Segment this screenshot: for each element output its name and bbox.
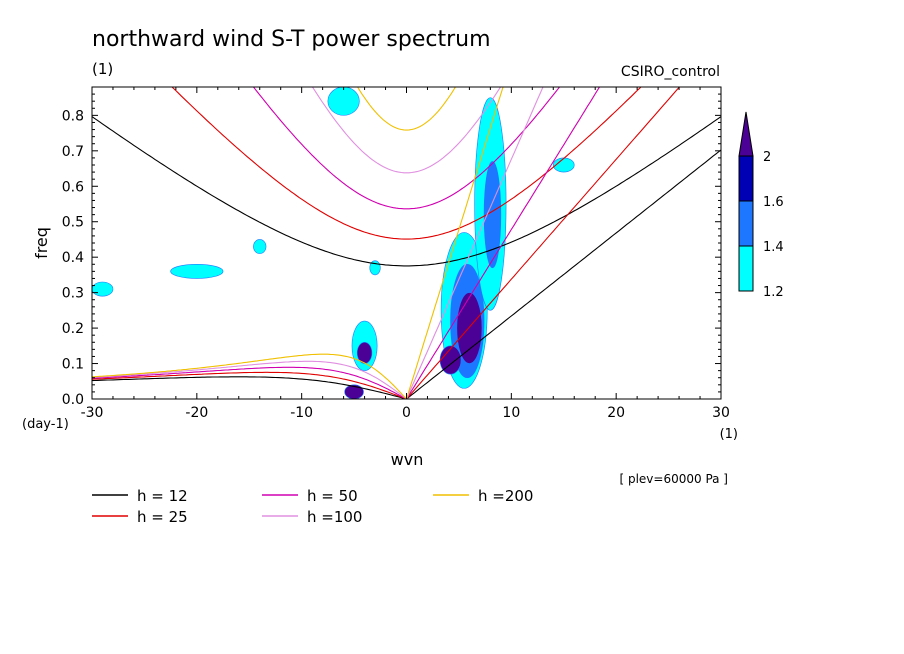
gravity-curve-3 <box>311 87 502 174</box>
legend-label: h =200 <box>478 487 533 505</box>
colorbar: 2 1.6 1.4 1.2 <box>738 111 784 300</box>
power-region-2 <box>456 292 483 364</box>
y-tick-label: 0.8 <box>62 108 84 124</box>
power-region-14 <box>253 239 267 254</box>
y-tick-label: 0.3 <box>62 286 84 302</box>
kelvin-curve-2 <box>406 87 601 399</box>
legend: h = 12 h = 25 h = 50 h =100 h =200 <box>92 487 533 526</box>
y-axis-label: freq <box>32 227 51 259</box>
power-regions <box>92 87 575 399</box>
gravity-curve-2 <box>252 87 561 210</box>
power-region-4 <box>483 161 502 269</box>
colorbar-swatch <box>738 245 754 292</box>
colorbar-label: 2 <box>763 150 771 165</box>
gravity-curve-0 <box>92 116 721 267</box>
y-tick-label: 0.7 <box>62 144 84 160</box>
colorbar-swatch <box>738 200 754 247</box>
power-region-11 <box>170 263 224 279</box>
plot-area <box>92 87 721 399</box>
kelvin-curve-3 <box>405 87 544 399</box>
colorbar-extension <box>738 111 754 157</box>
colorbar-label: 1.4 <box>763 240 784 255</box>
x-tick-label: 0 <box>402 405 411 421</box>
x-axis-label: wvn <box>391 450 424 469</box>
dispersion-curves <box>92 87 721 399</box>
x-tick-label: -20 <box>185 405 208 421</box>
y-tick-label: 0.4 <box>62 250 84 266</box>
dataset-label: CSIRO_control <box>621 64 720 80</box>
kelvin-curve-0 <box>406 149 721 399</box>
rossby-curve-0 <box>92 376 407 399</box>
gravity-curve-4 <box>356 87 457 131</box>
legend-label: h = 12 <box>137 487 188 505</box>
chart-title: northward wind S-T power spectrum <box>92 27 491 52</box>
y-axis: 0.0 0.1 0.2 0.3 0.4 0.5 0.6 0.7 0.8 <box>62 86 721 408</box>
x-units-label: (1) <box>720 427 738 442</box>
gravity-curve-1 <box>171 87 642 240</box>
colorbar-label: 1.2 <box>763 285 784 300</box>
rossby-curve-2 <box>92 366 407 399</box>
power-region-12 <box>92 281 114 297</box>
y-tick-label: 0.0 <box>62 392 84 408</box>
rossby-curve-4 <box>92 353 407 399</box>
legend-label: h = 25 <box>137 508 188 526</box>
y-tick-label: 0.1 <box>62 357 84 373</box>
x-tick-label: -10 <box>290 405 313 421</box>
y-tick-label: 0.6 <box>62 179 84 195</box>
plev-note: [ plev=60000 Pa ] <box>619 472 728 486</box>
x-tick-label: 10 <box>502 405 520 421</box>
y-tick-label: 0.2 <box>62 321 84 337</box>
x-tick-label: -30 <box>81 405 104 421</box>
rossby-curve-1 <box>92 371 407 399</box>
legend-label: h = 50 <box>307 487 358 505</box>
rossby-curve-3 <box>92 360 407 399</box>
power-region-9 <box>327 87 360 116</box>
legend-label: h =100 <box>307 508 362 526</box>
units-label: (1) <box>92 60 113 78</box>
x-tick-label: 20 <box>607 405 625 421</box>
kelvin-curve-1 <box>406 87 681 399</box>
y-tick-label: 0.5 <box>62 215 84 231</box>
x-tick-label: 30 <box>712 405 730 421</box>
x-axis: -30 -20 -10 0 10 20 30 <box>81 87 730 421</box>
y-units-label: (day-1) <box>22 417 69 432</box>
colorbar-label: 1.6 <box>763 195 784 210</box>
kelvin-curve-4 <box>405 87 504 399</box>
colorbar-swatch <box>738 155 754 202</box>
